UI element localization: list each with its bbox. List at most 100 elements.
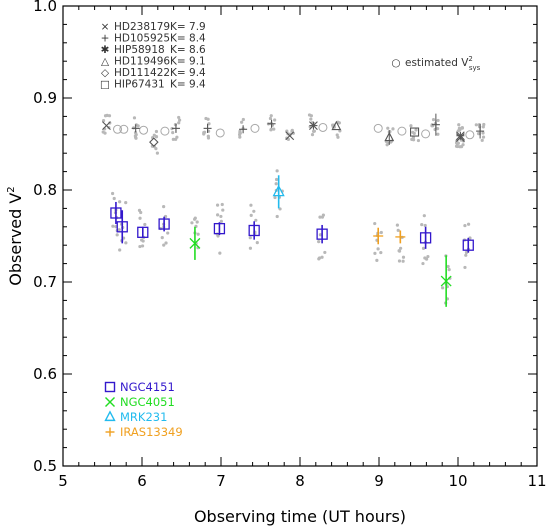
raw-frame-dot (447, 268, 451, 272)
raw-frame-dot (386, 126, 390, 130)
raw-frame-dot (111, 224, 115, 228)
estimated-point-shape (397, 126, 407, 136)
estimated-point-shape (373, 123, 383, 133)
data-point-shape (331, 120, 342, 131)
data-point-shape (116, 221, 128, 233)
raw-frame-dot (155, 151, 160, 155)
estimated-legend-sup: 2 (468, 55, 472, 63)
data-point-stroke (102, 121, 111, 130)
data-point (102, 121, 111, 130)
raw-frame-dot (482, 122, 486, 127)
data-point (110, 207, 122, 219)
y-tick-label: 0.9 (33, 89, 57, 107)
data-point (116, 221, 128, 233)
calibrator-legend-name: HD119496 (114, 56, 170, 68)
raw-frame-dot (124, 200, 128, 205)
estimated-point (113, 124, 123, 134)
raw-frame-dot (140, 244, 145, 248)
raw-frame-dot (397, 249, 401, 253)
science-legend-marker (105, 397, 115, 407)
raw-frame-dot (318, 233, 322, 237)
estimated-point (119, 124, 129, 134)
raw-frame-dot (463, 265, 467, 270)
raw-frame-dot (268, 116, 273, 121)
y-tick-label: 1.0 (33, 0, 57, 15)
raw-frame-dot (219, 214, 223, 219)
raw-frame-dot (275, 169, 279, 173)
estimated-point (160, 126, 170, 136)
estimated-point (397, 126, 407, 136)
raw-frame-dot (466, 222, 471, 226)
calibrator-legend-k: K= 9.4 (170, 67, 206, 79)
raw-frame-dot (410, 137, 414, 141)
raw-frame-dot (376, 247, 380, 251)
estimated-point (139, 125, 149, 135)
data-point (239, 125, 248, 134)
raw-frame-dot (254, 218, 258, 222)
data-point (440, 275, 452, 287)
raw-frame-dot (309, 114, 313, 118)
data-point-shape (316, 228, 328, 240)
raw-frame-dot (117, 228, 121, 232)
raw-frame-dot (421, 261, 425, 266)
raw-frame-dot (420, 223, 424, 227)
raw-frame-dot (215, 203, 220, 207)
data-point-shape (409, 127, 420, 137)
raw-frame-dot (103, 131, 107, 135)
estimated-point (465, 130, 475, 140)
raw-frame-dot (431, 118, 436, 122)
raw-frame-dot (275, 214, 279, 219)
raw-frame-dot (436, 132, 440, 136)
raw-frame-dot (446, 264, 450, 269)
raw-frame-dot (105, 113, 109, 117)
raw-frame-dot (401, 255, 406, 259)
raw-frame-dot (241, 117, 245, 122)
raw-frame-dot (118, 248, 122, 252)
calibrator-legend-k: K= 9.4 (170, 79, 206, 91)
science-legend-marker-stroke (105, 397, 115, 407)
raw-frame-dot (218, 251, 222, 255)
raw-frame-dot (481, 131, 485, 135)
estimated-legend-sub: sys (469, 64, 481, 72)
raw-frame-dot (207, 122, 211, 126)
y-axis-label-sup: 2 (6, 186, 17, 192)
raw-frame-dot (454, 141, 459, 145)
estimated-point-shape (215, 128, 225, 138)
raw-frame-dot (481, 125, 485, 129)
science-legend-name: MRK231 (120, 410, 167, 424)
raw-frame-dot (421, 246, 426, 250)
data-point (285, 131, 295, 141)
data-point-shape (158, 218, 170, 230)
raw-frame-dot (456, 129, 460, 133)
data-point-shape (213, 222, 226, 235)
raw-frame-dot (422, 214, 426, 218)
estimated-point-shape (160, 126, 170, 136)
raw-frame-dot (373, 251, 377, 255)
calibrator-legend-symbol: ◇ (101, 67, 110, 79)
raw-frame-dot (134, 135, 138, 139)
science-legend-name: IRAS13349 (120, 425, 183, 439)
y-tick-label: 0.5 (33, 457, 57, 475)
raw-frame-dot (290, 128, 294, 132)
raw-frame-dot (175, 135, 179, 139)
raw-frame-dot (391, 127, 395, 131)
data-point (267, 119, 276, 128)
raw-frame-dot (196, 232, 200, 236)
raw-frame-dot (178, 118, 182, 122)
raw-frame-dot (273, 195, 277, 200)
data-point-shape (137, 226, 149, 238)
data-point (462, 239, 474, 251)
data-point-stroke (440, 275, 452, 287)
raw-frame-dot (423, 223, 427, 228)
raw-frame-dot (269, 114, 273, 118)
data-point (316, 228, 328, 240)
raw-frame-dot (320, 255, 324, 259)
raw-frame-dot (195, 220, 199, 224)
x-tick-label: 9 (374, 472, 384, 490)
y-axis-label: Observed V2 (6, 186, 25, 285)
estimated-point-shape (119, 124, 129, 134)
raw-frame-dot (423, 256, 427, 260)
raw-frame-dot (272, 127, 276, 131)
data-point-shape (384, 131, 395, 142)
raw-frame-dot (171, 137, 175, 141)
